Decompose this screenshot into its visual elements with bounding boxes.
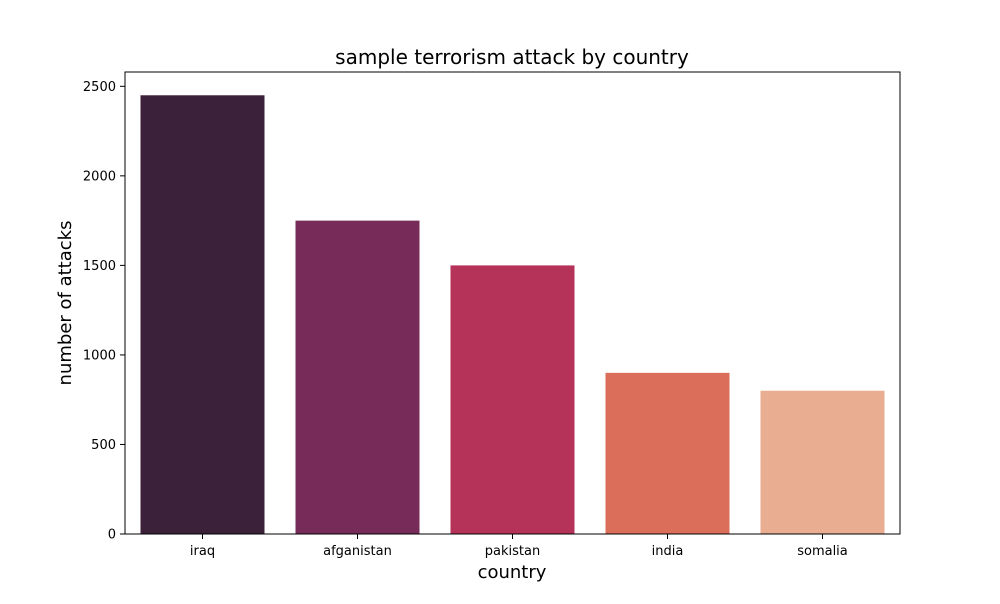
y-tick-label-2000: 2000 [83,169,116,184]
x-tick-label-afganistan: afganistan [323,544,392,559]
x-tick-label-india: india [652,544,684,559]
x-tick-label-iraq: iraq [190,544,215,559]
plot-area: iraq afganistan pakistan india somalia 0 500 10… [83,71,901,559]
bar-afganistan [295,220,420,534]
y-tick-label-500: 500 [91,438,116,453]
y-axis-label: number of attacks [55,221,76,386]
bar-iraq [140,95,265,534]
y-tick-label-1500: 1500 [83,259,116,274]
y-tick-label-1000: 1000 [83,348,116,363]
y-tick-label-2500: 2500 [83,80,116,95]
x-tick-label-pakistan: pakistan [485,544,540,559]
bar-india [605,372,730,534]
x-tick-label-somalia: somalia [797,544,848,559]
bar-pakistan [450,265,575,534]
bar-somalia [760,390,885,534]
chart-title: sample terrorism attack by country [335,45,689,69]
x-axis-label: country [478,562,547,583]
y-tick-label-0: 0 [108,528,116,543]
